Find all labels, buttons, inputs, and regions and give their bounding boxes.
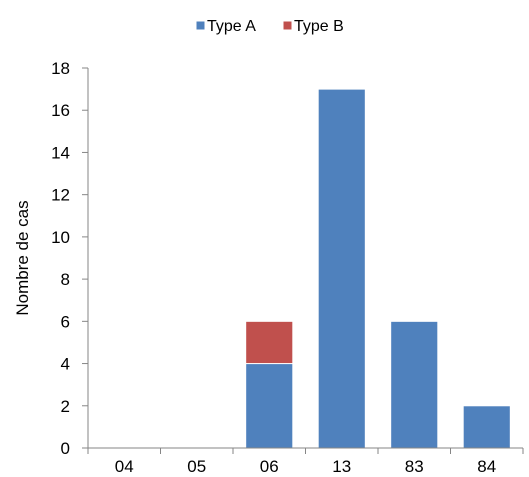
- bars: [245, 88, 511, 449]
- y-tick-label: 4: [61, 355, 70, 374]
- bar-type-a-13: [317, 88, 366, 449]
- bar-type-b-06: [245, 320, 294, 365]
- axes: [87, 68, 523, 449]
- y-tick-label: 12: [51, 186, 70, 205]
- y-tick-label: 16: [51, 101, 70, 120]
- bar-type-a-83: [390, 320, 439, 449]
- x-axis-ticks: 04 05 06 13 83 84: [87, 448, 524, 476]
- legend: Type A Type B: [195, 18, 344, 35]
- y-tick-label: 18: [51, 59, 70, 78]
- legend-label-type-a: Type A: [207, 18, 256, 35]
- y-tick-label: 14: [51, 143, 70, 162]
- y-tick-label: 2: [61, 397, 70, 416]
- y-tick-label: 6: [61, 312, 70, 331]
- x-tick-label: 83: [405, 457, 424, 476]
- legend-label-type-b: Type B: [294, 18, 344, 35]
- y-tick-label: 10: [51, 228, 70, 247]
- bar-type-a-84: [462, 405, 511, 449]
- legend-swatch-type-b: [282, 20, 293, 31]
- y-axis-ticks: 0 2 4 6 8 10 12 14 16 18: [51, 59, 88, 458]
- x-tick-label: 06: [260, 457, 279, 476]
- legend-swatch-type-a: [195, 20, 206, 31]
- x-tick-label: 13: [332, 457, 351, 476]
- x-tick-label: 05: [187, 457, 206, 476]
- x-tick-label: 84: [477, 457, 496, 476]
- x-tick-label: 04: [115, 457, 134, 476]
- y-axis-label: Nombre de cas: [13, 200, 32, 315]
- y-tick-label: 0: [61, 439, 70, 458]
- y-tick-label: 8: [61, 270, 70, 289]
- bar-type-a-06: [245, 363, 294, 449]
